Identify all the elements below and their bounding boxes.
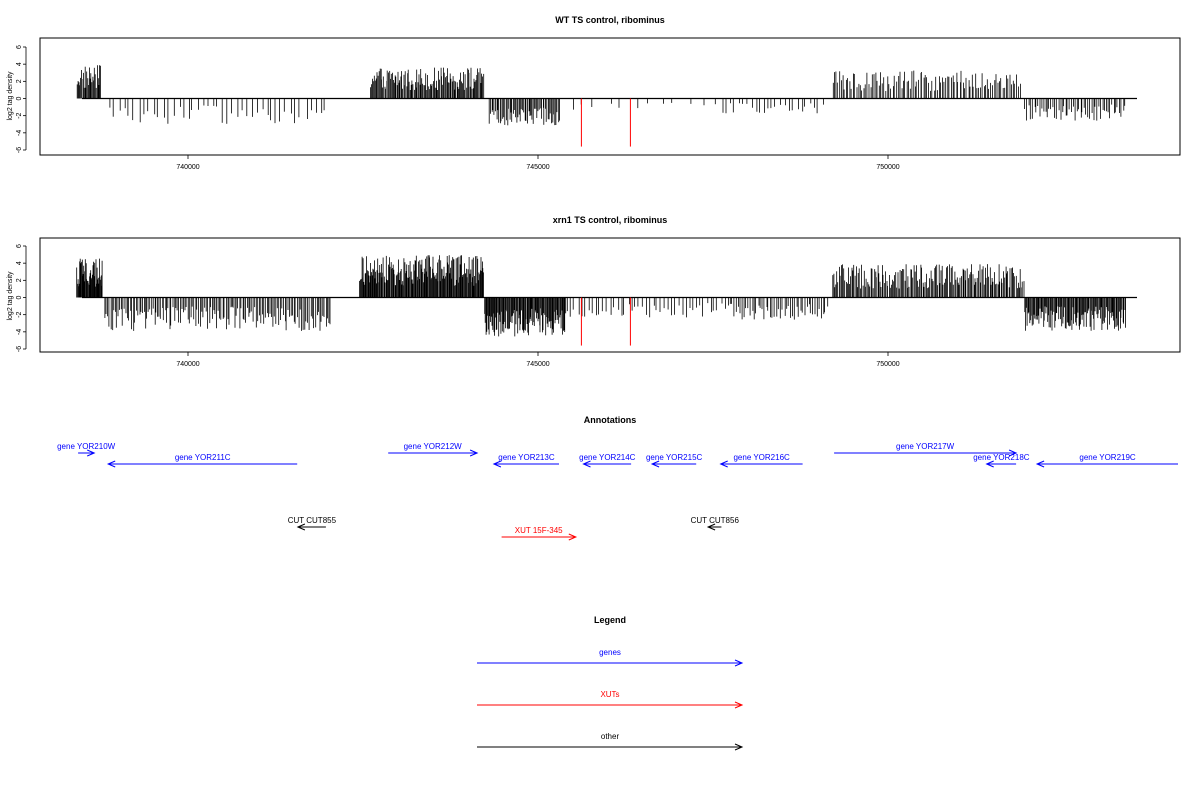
annotation-arrowhead (296, 523, 306, 531)
annotation-feature: gene YOR216C (719, 453, 803, 468)
y-tick-label: 4 (16, 261, 23, 265)
x-tick-label: 745000 (526, 164, 549, 171)
annotation-arrowhead (1008, 449, 1018, 457)
y-tick-label: 2 (16, 278, 23, 282)
y-tick-label: 6 (16, 45, 23, 49)
legend-arrowhead (734, 701, 744, 709)
legend-panel: Legend genes XUTs other (477, 615, 744, 751)
legend-entry: XUTs (477, 690, 744, 709)
annotation-feature: gene YOR215C (646, 453, 703, 468)
annotation-arrowhead (106, 460, 116, 468)
annotation-feature: gene YOR210W (57, 442, 116, 457)
y-tick-label: 6 (16, 244, 23, 248)
annotation-arrowhead (1035, 460, 1045, 468)
annotation-label: CUT CUT856 (691, 516, 740, 525)
annotation-arrowhead (650, 460, 660, 468)
x-tick-label: 740000 (176, 361, 199, 368)
annotation-feature: gene YOR218C (973, 453, 1030, 468)
annotation-label: gene YOR214C (579, 453, 636, 462)
annotation-label: gene YOR217W (896, 442, 955, 451)
annotation-arrowhead (492, 460, 502, 468)
annotation-feature: XUT 15F-345 (501, 526, 578, 541)
annotation-label: gene YOR218C (973, 453, 1030, 462)
annotation-label: gene YOR219C (1079, 453, 1136, 462)
annotation-feature: gene YOR217W (834, 442, 1018, 457)
x-tick-label: 740000 (176, 164, 199, 171)
annotation-label: gene YOR215C (646, 453, 703, 462)
y-axis-label-wt: log2 tag density (7, 71, 14, 121)
y-tick-label: -6 (16, 147, 23, 153)
plot-frame-wt (39, 37, 1181, 156)
annotation-arrowhead (985, 460, 994, 468)
x-ticks-wt: 740000 745000 750000 (176, 154, 900, 171)
annotation-arrowhead (582, 460, 591, 468)
x-tick-label: 745000 (526, 361, 549, 368)
bars-wt (76, 65, 1137, 126)
track-xrn1-ts-control: xrn1 TS control, ribominus log2 tag dens… (7, 215, 1181, 368)
annotation-feature: gene YOR211C (106, 453, 298, 468)
legend-arrowhead (734, 743, 744, 751)
y-tick-label: 0 (16, 96, 23, 100)
legend-entry: other (477, 732, 744, 751)
x-tick-label: 750000 (876, 361, 899, 368)
annotation-feature: CUT CUT856 (691, 516, 740, 531)
y-axis-label-xrn1: log2 tag density (7, 271, 14, 321)
track-title-xrn1: xrn1 TS control, ribominus (553, 215, 668, 225)
annotation-arrowhead (87, 449, 96, 457)
legend-label: other (601, 732, 620, 741)
annotation-arrowhead (706, 523, 716, 531)
y-tick-label: -6 (16, 346, 23, 352)
y-ticks-xrn1: -6 -4 -2 0 2 4 6 (16, 244, 27, 352)
legend-items: genes XUTs other (477, 648, 744, 751)
annotation-label: gene YOR211C (175, 453, 231, 462)
annotation-feature: gene YOR214C (579, 453, 636, 468)
annotations-title: Annotations (584, 415, 637, 425)
y-tick-label: 0 (16, 295, 23, 299)
annotation-feature: gene YOR213C (492, 453, 559, 468)
annotation-label: XUT 15F-345 (515, 526, 563, 535)
markers-wt (580, 98, 631, 147)
annotation-arrowhead (469, 449, 479, 457)
annotation-label: CUT CUT855 (288, 516, 337, 525)
x-tick-label: 750000 (876, 164, 899, 171)
legend-label: XUTs (600, 690, 619, 699)
track-title-wt: WT TS control, ribominus (555, 15, 665, 25)
annotation-arrowhead (568, 533, 578, 541)
bars-xrn1 (76, 255, 1137, 337)
markers-xrn1 (580, 297, 631, 346)
legend-title: Legend (594, 615, 626, 625)
annotation-label: gene YOR212W (404, 442, 463, 451)
y-ticks-wt: -6 -4 -2 0 2 4 6 (16, 45, 27, 153)
y-tick-label: -2 (16, 311, 23, 317)
annotation-label: gene YOR210W (57, 442, 116, 451)
annotation-label: gene YOR216C (733, 453, 790, 462)
x-ticks-xrn1: 740000 745000 750000 (176, 351, 900, 368)
y-tick-label: -2 (16, 112, 23, 118)
legend-entry: genes (477, 648, 744, 667)
annotation-items: gene YOR210W gene YOR211C gene YOR212W gene… (57, 442, 1178, 541)
track-wt-ts-control: WT TS control, ribominus log2 tag densit… (7, 15, 1181, 171)
annotation-feature: CUT CUT855 (288, 516, 337, 531)
annotation-feature: gene YOR219C (1035, 453, 1178, 468)
legend-arrowhead (734, 659, 744, 667)
y-tick-label: 4 (16, 62, 23, 66)
legend-label: genes (599, 648, 621, 657)
y-tick-label: -4 (16, 329, 23, 335)
annotation-label: gene YOR213C (498, 453, 555, 462)
y-tick-label: 2 (16, 79, 23, 83)
annotation-arrowhead (719, 460, 728, 468)
annotation-feature: gene YOR212W (388, 442, 479, 457)
y-tick-label: -4 (16, 130, 23, 136)
